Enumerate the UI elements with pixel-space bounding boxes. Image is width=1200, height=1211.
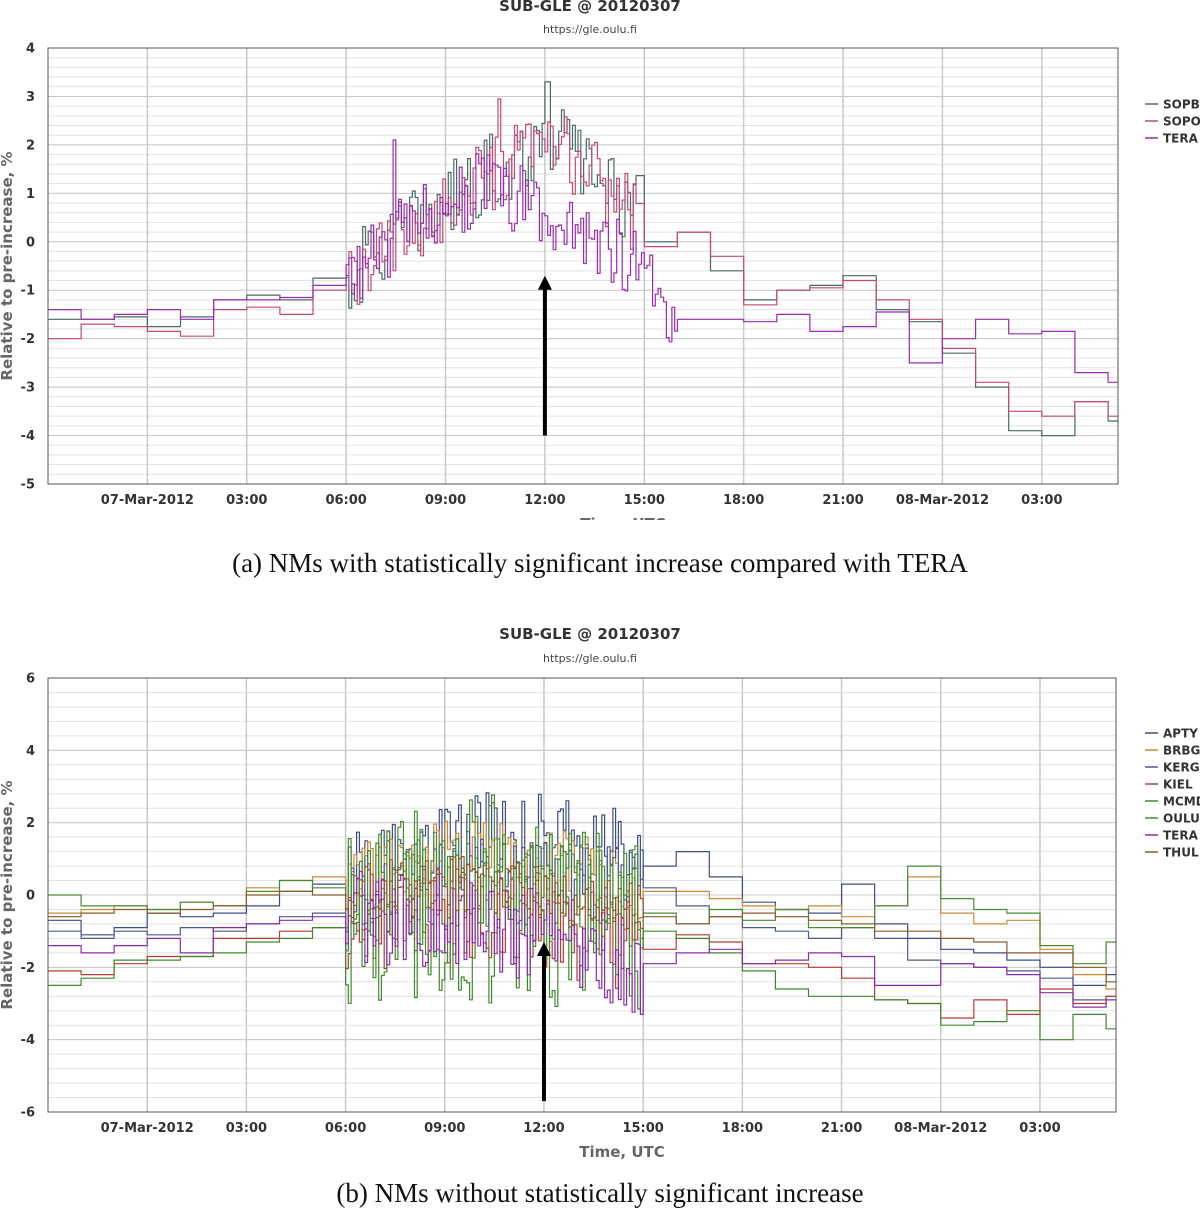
- y-tick-label: -5: [21, 478, 35, 493]
- y-tick-label: -2: [21, 332, 35, 347]
- y-axis-label: Relative to pre-increase, %: [0, 151, 16, 380]
- x-tick-label: 03:00: [226, 493, 267, 508]
- y-tick-label: 0: [26, 235, 35, 250]
- chart-b: SUB-GLE @ 20120307 https://gle.oulu.fi -6 -…: [0, 625, 1200, 1161]
- chart-a: SUB-GLE @ 20120307 https://gle.oulu.fi -5 -…: [0, 0, 1200, 520]
- y-tick-label: 1: [26, 187, 35, 202]
- y-tick-label: -2: [21, 961, 35, 976]
- y-axis-label: Relative to pre-increase, %: [0, 780, 16, 1009]
- x-tick-label: 07-Mar-2012: [101, 1121, 194, 1136]
- y-tick-label: -6: [21, 1106, 35, 1121]
- grid: [48, 47, 1118, 485]
- x-tick-label: 15:00: [622, 1121, 663, 1136]
- legend-label-apty: APTY: [1163, 727, 1198, 741]
- legend-label-sopo: SOPO: [1163, 115, 1200, 129]
- x-tick-label: 07-Mar-2012: [101, 493, 194, 508]
- x-axis-label: Time, UTC: [580, 515, 666, 520]
- y-tick-label: 0: [26, 889, 35, 904]
- grid: [48, 677, 1116, 1113]
- x-tick-label: 18:00: [723, 493, 764, 508]
- chart-subtitle: https://gle.oulu.fi: [543, 652, 637, 665]
- y-tick-label: 6: [26, 672, 35, 687]
- x-tick-label: 12:00: [524, 493, 565, 508]
- y-tick-label: -4: [21, 1033, 35, 1048]
- y-tick-label: 2: [26, 816, 35, 831]
- plot-frame: [47, 677, 1117, 1113]
- y-tick-label: -4: [21, 429, 35, 444]
- chart-title: SUB-GLE @ 20120307: [499, 625, 681, 643]
- series-line-brbg: [48, 820, 1116, 990]
- chart-subtitle: https://gle.oulu.fi: [543, 23, 637, 36]
- caption-b: (b) NMs without statistically significan…: [336, 1178, 864, 1208]
- x-tick-label: 08-Mar-2012: [896, 493, 989, 508]
- x-tick-label: 09:00: [425, 493, 466, 508]
- plot-frame: [47, 47, 1119, 485]
- series-line-sopo: [48, 98, 1118, 417]
- legend-label-oulu: OULU: [1163, 812, 1200, 826]
- chart-title: SUB-GLE @ 20120307: [499, 0, 681, 15]
- x-axis-label: Time, UTC: [579, 1143, 665, 1161]
- legend-label-brbg: BRBG: [1163, 744, 1200, 758]
- y-tick-label: 4: [26, 744, 35, 759]
- series-line-oulu: [48, 794, 1116, 965]
- legend: APTY BRBG KERG KIEL MCMD OULU TERA THUL: [1145, 727, 1200, 860]
- series-line-tera: [48, 867, 1116, 1015]
- x-tick-label: 03:00: [1021, 493, 1062, 508]
- x-tick-label: 15:00: [624, 493, 665, 508]
- x-tick-label: 03:00: [226, 1121, 267, 1136]
- legend-label-kerg: KERG: [1163, 761, 1200, 775]
- x-tick-label: 06:00: [325, 493, 366, 508]
- x-tick-label: 03:00: [1019, 1121, 1060, 1136]
- legend-label-kiel: KIEL: [1163, 778, 1193, 792]
- y-tick-label: -3: [21, 381, 35, 396]
- x-tick-label: 18:00: [722, 1121, 763, 1136]
- x-tick-label: 21:00: [822, 493, 863, 508]
- legend-label-mcmd: MCMD: [1163, 795, 1200, 809]
- y-tick-label: 3: [26, 90, 35, 105]
- series-group: [48, 792, 1116, 1041]
- legend-label-tera: TERA: [1163, 132, 1199, 146]
- series-group: [48, 81, 1118, 437]
- x-tick-label: 12:00: [523, 1121, 564, 1136]
- y-tick-label: 2: [26, 138, 35, 153]
- caption-a: (a) NMs with statistically significant i…: [232, 548, 968, 578]
- legend-label-thul: THUL: [1163, 846, 1199, 860]
- x-tick-label: 08-Mar-2012: [894, 1121, 987, 1136]
- x-tick-label: 09:00: [424, 1121, 465, 1136]
- y-tick-label: 4: [26, 42, 35, 57]
- arrow-head: [537, 275, 552, 290]
- series-line-tera: [48, 139, 1118, 383]
- x-tick-label: 21:00: [821, 1121, 862, 1136]
- y-tick-label: -1: [21, 284, 35, 299]
- legend-label-tera: TERA: [1163, 829, 1199, 843]
- legend-label-sopb: SOPB: [1163, 98, 1200, 112]
- legend: SOPB SOPO TERA: [1145, 98, 1200, 146]
- series-line-thul: [48, 856, 1116, 983]
- arrow-head: [536, 942, 551, 957]
- x-tick-label: 06:00: [325, 1121, 366, 1136]
